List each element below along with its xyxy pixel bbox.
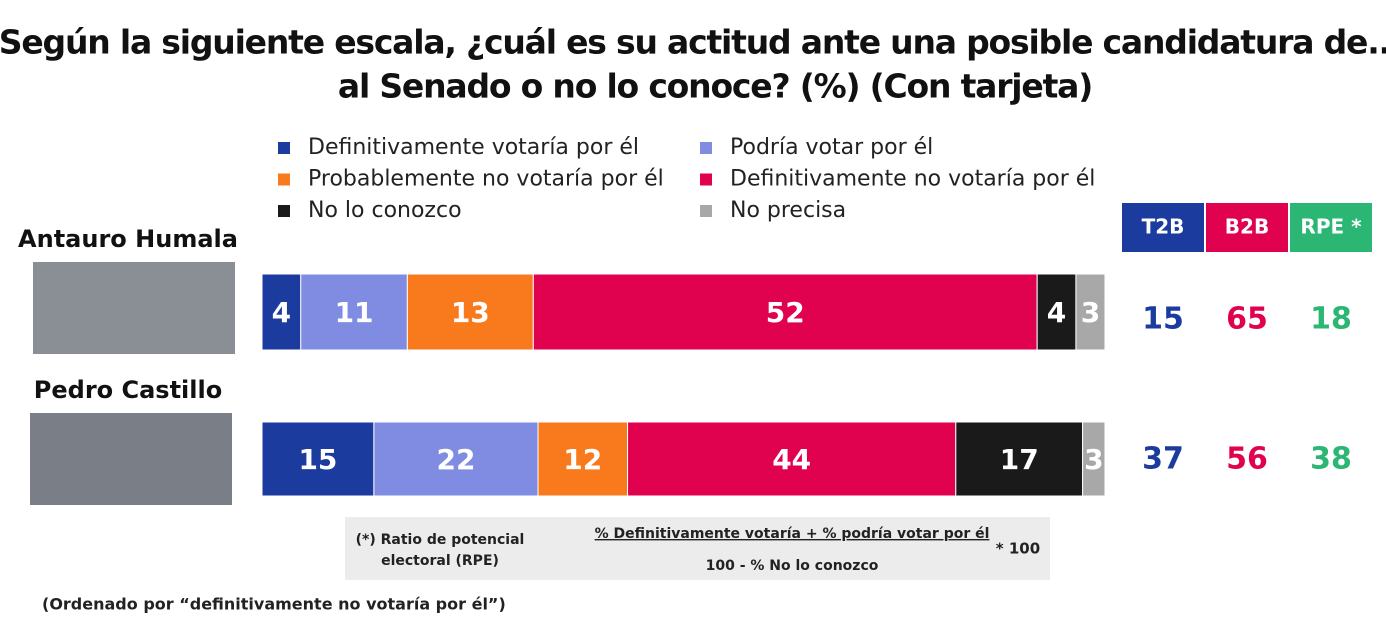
- note-label: (*) Ratio de potencial: [356, 532, 525, 548]
- bar-segment: [1082, 421, 1106, 497]
- bar-segment: [261, 421, 375, 497]
- summary-value: 18: [1310, 302, 1352, 337]
- legend-label: Podría votar por él: [730, 135, 933, 160]
- photo: [30, 413, 232, 505]
- summary-header-bg: [1122, 203, 1204, 252]
- summary-value: 37: [1142, 442, 1184, 477]
- value-label: 11: [335, 296, 374, 329]
- summary-header: B2B: [1225, 215, 1269, 239]
- value-label: 17: [1000, 443, 1039, 476]
- note-numerator: % Definitivamente votaría + % podría vot…: [595, 526, 990, 542]
- summary-header: RPE *: [1300, 215, 1362, 239]
- bar-segment: [300, 273, 408, 351]
- bar-segment: [1075, 273, 1106, 351]
- bar-segment: [373, 421, 539, 497]
- legend-label: Definitivamente no votaría por él: [730, 167, 1095, 192]
- legend-label: Probablemente no votaría por él: [308, 167, 664, 192]
- legend-swatch: [700, 173, 712, 186]
- bar-segment: [532, 273, 1038, 351]
- legend-swatch: [278, 173, 290, 186]
- value-label: 15: [298, 443, 337, 476]
- chart-title: Según la siguiente escala, ¿cuál es su a…: [0, 23, 1386, 62]
- legend-swatch: [278, 205, 290, 217]
- summary-value: 15: [1142, 302, 1184, 337]
- value-label: 13: [451, 296, 490, 329]
- category-label: Antauro Humala: [18, 225, 238, 253]
- value-label: 3: [1081, 296, 1100, 329]
- summary-header-bg: [1290, 203, 1372, 252]
- legend-swatch: [278, 142, 290, 154]
- summary-value: 65: [1226, 302, 1268, 337]
- note-label: electoral (RPE): [381, 553, 499, 569]
- value-label: 22: [436, 443, 475, 476]
- bar-segment: [1036, 273, 1077, 351]
- bar-segment: [627, 421, 957, 497]
- value-label: 4: [1047, 296, 1066, 329]
- value-label: 3: [1084, 443, 1103, 476]
- legend-label: No precisa: [730, 198, 846, 223]
- chart-title: al Senado o no lo conoce? (%) (Con tarje…: [338, 67, 1092, 106]
- legend-swatch: [700, 205, 712, 217]
- value-label: 52: [766, 296, 805, 329]
- summary-value: 56: [1226, 442, 1268, 477]
- note-multiplier: * 100: [996, 540, 1040, 558]
- sort-note: (Ordenado por “definitivamente no votarí…: [42, 595, 506, 614]
- legend-swatch: [700, 142, 712, 154]
- summary-header-bg: [1206, 203, 1288, 252]
- note-denominator: 100 - % No lo conozco: [706, 558, 879, 574]
- bar-segment: [406, 273, 534, 351]
- value-label: 12: [563, 443, 602, 476]
- summary-value: 38: [1310, 442, 1352, 477]
- legend-label: No lo conozco: [308, 198, 462, 223]
- category-label: Pedro Castillo: [34, 376, 222, 404]
- legend-label: Definitivamente votaría por él: [308, 135, 639, 160]
- bar-segment: [955, 421, 1084, 497]
- bar-segment: [261, 273, 302, 351]
- bar-segment: [537, 421, 629, 497]
- note-box: [345, 517, 1050, 580]
- value-label: 44: [772, 443, 811, 476]
- photo: [33, 262, 235, 354]
- value-label: 4: [272, 296, 291, 329]
- summary-header: T2B: [1142, 215, 1185, 239]
